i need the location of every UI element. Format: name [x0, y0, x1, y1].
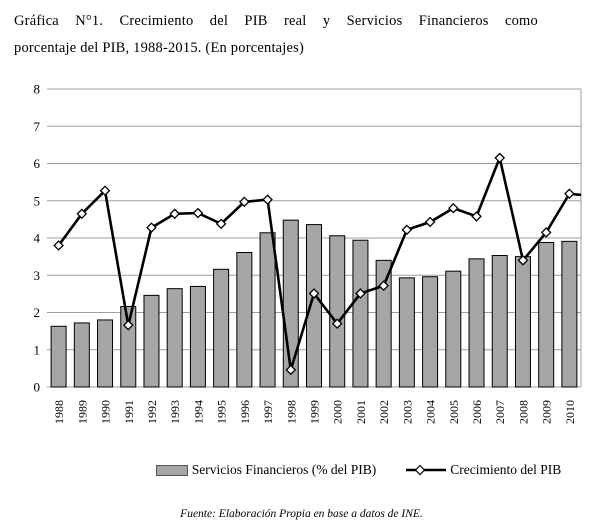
x-tick-label-2001: 2001: [354, 400, 368, 424]
legend-item-bars: Servicios Financieros (% del PIB): [155, 462, 377, 478]
bar-2005: [445, 270, 462, 388]
bar-2009: [538, 241, 555, 388]
y-tick-label-1: 1: [34, 342, 41, 357]
marker-1993: [169, 208, 181, 220]
bar-1988: [50, 325, 67, 388]
x-tick-label-2005: 2005: [447, 400, 461, 424]
marker-1997: [262, 194, 273, 205]
bar-1994: [189, 285, 206, 388]
y-tick-label-8: 8: [34, 82, 41, 97]
marker-2008: [517, 255, 529, 266]
source-note: Fuente: Elaboración Propia en base a dat…: [180, 508, 423, 520]
chart-title: Gráfica N°1. Crecimiento del PIB real y …: [14, 8, 538, 62]
marker-1996: [239, 196, 250, 208]
marker-1991: [122, 319, 134, 331]
bar-1997: [259, 232, 276, 388]
line-series-swatch: [406, 464, 447, 476]
bar-2010: [561, 240, 578, 388]
bar-series-swatch: [155, 464, 188, 476]
y-tick-label-7: 7: [34, 119, 41, 134]
bar-2001: [352, 239, 369, 388]
legend-bar-label: Servicios Financieros (% del PIB): [191, 462, 377, 477]
marker-1998: [285, 364, 297, 376]
y-tick-label-2: 2: [34, 305, 41, 320]
gdp-growth-line: [57, 153, 582, 371]
x-tick-label-1992: 1992: [145, 400, 159, 424]
marker-2004: [424, 216, 436, 228]
x-tick-label-2008: 2008: [516, 400, 530, 424]
marker-2002: [378, 280, 389, 291]
marker-1988: [53, 240, 64, 251]
x-tick-label-1995: 1995: [215, 400, 229, 424]
x-tick-label-1994: 1994: [191, 400, 205, 424]
x-tick-label-1991: 1991: [122, 400, 136, 424]
x-tick-label-2002: 2002: [377, 400, 391, 424]
bar-2004: [422, 276, 439, 388]
marker-2005: [447, 202, 459, 214]
bar-2007: [491, 255, 508, 388]
chart-title-line1: Gráfica N°1. Crecimiento del PIB real y …: [14, 13, 538, 29]
x-tick-label-1993: 1993: [168, 400, 182, 424]
y-tick-label-4: 4: [34, 231, 41, 246]
y-tick-label-6: 6: [34, 156, 41, 171]
y-tick-label-5: 5: [34, 193, 41, 208]
marker-1992: [146, 222, 157, 233]
bar-1995: [213, 268, 230, 388]
marker-1995: [215, 218, 227, 230]
bar-1996: [236, 252, 253, 388]
marker-2003: [401, 224, 413, 236]
marker-1989: [76, 208, 88, 220]
chart-legend: Servicios Financieros (% del PIB) Crecim…: [57, 462, 603, 478]
x-tick-label-1989: 1989: [75, 400, 89, 424]
bar-2006: [468, 258, 485, 388]
marker-2001: [355, 288, 366, 299]
x-tick-label-2000: 2000: [331, 400, 345, 424]
bar-1993: [166, 288, 183, 388]
bar-2000: [329, 235, 346, 388]
x-tick-label-1999: 1999: [308, 400, 322, 424]
x-tick-label-2007: 2007: [493, 400, 507, 424]
x-tick-label-2009: 2009: [540, 400, 554, 424]
bar-2002: [375, 259, 392, 388]
x-tick-label-1997: 1997: [261, 400, 275, 424]
marker-1994: [192, 207, 204, 219]
legend-line-label: Crecimiento del PIB: [450, 462, 562, 477]
bar-1999: [306, 224, 322, 388]
marker-2010: [564, 188, 575, 199]
x-tick-label-2006: 2006: [470, 400, 484, 424]
marker-1999: [308, 288, 320, 299]
x-tick-label-1996: 1996: [238, 400, 252, 424]
bar-1992: [143, 294, 160, 388]
y-tick-label-0: 0: [34, 380, 41, 395]
bar-2003: [398, 277, 415, 388]
x-tick-label-1990: 1990: [99, 400, 113, 424]
x-tick-label-1998: 1998: [284, 400, 298, 424]
chart-plot-area: 0 1 2 3 4 5 6 7 8 1988 1989 1990 1991 1992 1993 1994 199…: [34, 82, 582, 424]
marker-2009: [540, 227, 552, 238]
bar-1990: [97, 319, 114, 388]
legend-item-line: Crecimiento del PIB: [406, 462, 561, 478]
bar-2008: [514, 256, 531, 388]
y-tick-label-3: 3: [34, 268, 41, 283]
marker-1990: [99, 185, 111, 197]
x-tick-label-2003: 2003: [400, 400, 414, 424]
bar-1989: [73, 322, 90, 388]
marker-2006: [471, 211, 482, 222]
x-tick-label-2010: 2010: [563, 400, 577, 424]
x-tick-label-1988: 1988: [52, 400, 66, 424]
chart-title-line2: porcentaje del PIB, 1988-2015. (En porce…: [14, 40, 305, 56]
marker-2000: [331, 318, 343, 329]
marker-2007: [494, 152, 506, 164]
x-tick-label-2004: 2004: [424, 400, 438, 424]
